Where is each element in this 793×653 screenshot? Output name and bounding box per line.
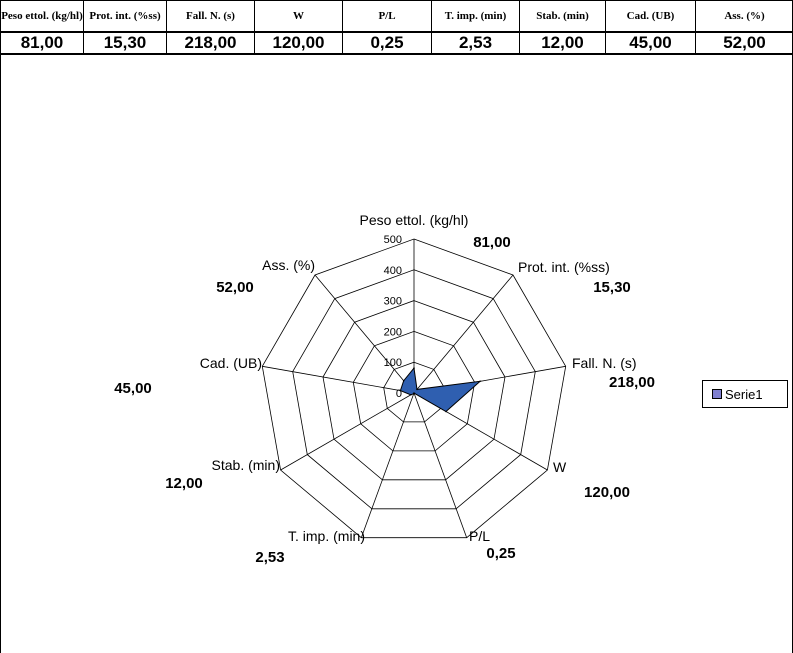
grid-ring	[383, 361, 445, 423]
legend-swatch	[712, 389, 722, 399]
category-label: Prot. int. (%ss)	[518, 259, 610, 275]
data-point	[413, 367, 415, 369]
category-label: Cad. (UB)	[200, 355, 262, 371]
table-value-cell: 120,00	[254, 31, 343, 55]
grid-ring	[352, 330, 476, 452]
series-area-serie1	[399, 366, 482, 413]
table-value-cell: 81,00	[0, 31, 84, 55]
radial-tick-label: 400	[384, 265, 402, 277]
data-point	[479, 380, 481, 383]
table-value-cell: 45,00	[605, 31, 696, 55]
data-point	[402, 379, 405, 382]
table-header-cell: Stab. (min)	[519, 0, 606, 33]
axis-spoke	[314, 274, 415, 394]
table-value-cell: 15,30	[83, 31, 167, 55]
category-label: Peso ettol. (kg/hl)	[360, 212, 469, 228]
table-header-cell: Prot. int. (%ss)	[83, 0, 167, 33]
table-header-cell: W	[254, 0, 343, 33]
table-value-cell: 2,53	[431, 31, 520, 55]
data-point	[416, 388, 418, 391]
category-label: W	[553, 459, 567, 475]
table-value-cell: 52,00	[695, 31, 793, 55]
value-label: 218,00	[609, 374, 655, 391]
radial-tick-label: 300	[384, 296, 402, 308]
data-point	[412, 392, 415, 395]
table-header-row: Peso ettol. (kg/hl) Prot. int. (%ss) Fal…	[0, 0, 793, 33]
value-label: 52,00	[216, 279, 254, 296]
table-value-cell: 12,00	[519, 31, 606, 55]
legend-label-serie1: Serie1	[725, 386, 763, 402]
value-label: 15,30	[593, 279, 631, 296]
data-point	[399, 389, 402, 392]
parameters-table: Peso ettol. (kg/hl) Prot. int. (%ss) Fal…	[0, 0, 793, 55]
value-label: 2,53	[255, 549, 284, 566]
category-label: P/L	[469, 528, 490, 544]
value-label: 120,00	[584, 484, 630, 501]
value-label: 45,00	[114, 380, 152, 397]
axis-spoke	[413, 274, 514, 394]
table-value-row: 81,00 15,30 218,00 120,00 0,25 2,53 12,0…	[0, 31, 793, 55]
axis-spoke	[280, 392, 415, 471]
table-header-cell: Ass. (%)	[695, 0, 793, 33]
data-point	[410, 394, 412, 396]
grid-ring	[292, 269, 536, 510]
axis-spoke	[413, 392, 468, 538]
table-header-cell: Fall. N. (s)	[166, 0, 255, 33]
table-value-cell: 0,25	[342, 31, 432, 55]
radial-tick-label: 500	[384, 234, 402, 246]
radial-tick-label: 0	[396, 388, 402, 400]
category-label: Ass. (%)	[262, 257, 315, 273]
axis-spoke	[262, 365, 415, 394]
radial-tick-label: 100	[384, 357, 402, 369]
value-label: 12,00	[165, 475, 203, 492]
chart-legend: Serie1	[702, 380, 788, 408]
axis-spoke	[360, 392, 415, 538]
category-label: Stab. (min)	[212, 457, 280, 473]
table-header-cell: Peso ettol. (kg/hl)	[0, 0, 84, 33]
category-label: T. imp. (min)	[288, 528, 365, 544]
table-value-cell: 218,00	[166, 31, 255, 55]
value-label: 0,25	[486, 545, 515, 562]
value-label: 81,00	[473, 234, 511, 251]
category-label: Fall. N. (s)	[572, 355, 637, 371]
table-header-cell: Cad. (UB)	[605, 0, 696, 33]
grid-ring	[322, 300, 506, 481]
radial-tick-label: 200	[384, 326, 402, 338]
grid-ring	[261, 238, 567, 539]
data-point	[445, 410, 447, 413]
table-header-cell: P/L	[342, 0, 432, 33]
